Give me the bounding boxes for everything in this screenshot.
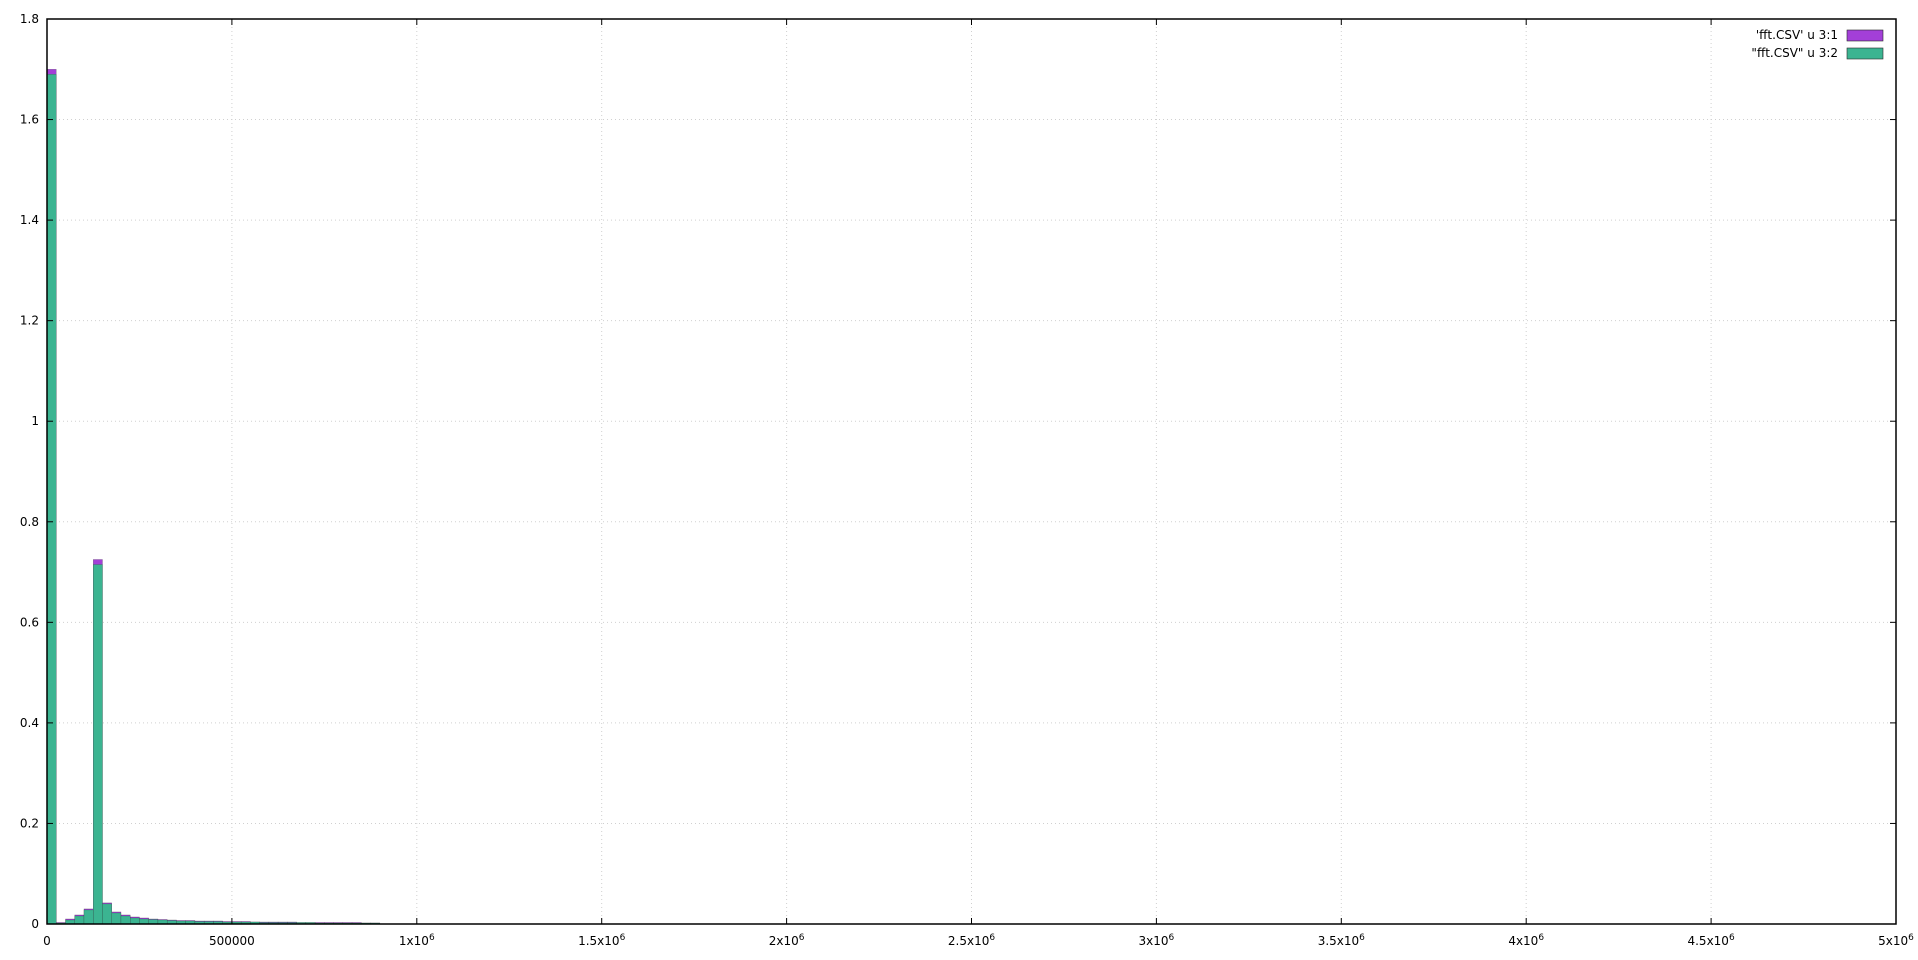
- legend-swatch: [1846, 29, 1884, 42]
- bar-series-2: [139, 918, 149, 925]
- grid-lines: [47, 19, 1896, 924]
- legend: 'fft.CSV' u 3:1 "fft.CSV" u 3:2: [1751, 28, 1884, 60]
- y-tick-label: 0.4: [20, 716, 39, 730]
- y-tick-label: 0.8: [20, 515, 39, 529]
- bar-series-2: [83, 909, 94, 925]
- x-tick-label: 1x106: [399, 933, 435, 948]
- bar-series-2: [102, 903, 112, 925]
- bar-series-2: [120, 915, 131, 925]
- x-tick-label: 500000: [209, 934, 255, 948]
- y-tick-label: 1.4: [20, 213, 39, 227]
- bar-series-2: [74, 915, 85, 925]
- x-tick-label: 3.5x106: [1318, 933, 1365, 948]
- bar-series-2: [130, 917, 140, 925]
- legend-label: 'fft.CSV' u 3:1: [1756, 28, 1838, 42]
- legend-swatch: [1846, 47, 1884, 60]
- x-tick-label: 4.5x106: [1687, 933, 1734, 948]
- x-tick-label: 4x106: [1508, 933, 1544, 948]
- bar-series-2: [93, 564, 103, 925]
- x-tick-label: 0: [43, 934, 51, 948]
- y-tick-label: 1: [31, 414, 39, 428]
- y-tick-label: 1.8: [20, 12, 39, 26]
- y-tick-label: 1.2: [20, 314, 39, 328]
- bar-series-2: [46, 74, 57, 925]
- y-tick-label: 0.6: [20, 615, 39, 629]
- x-tick-label: 2.5x106: [948, 933, 995, 948]
- x-tick-label: 1.5x106: [578, 933, 625, 948]
- x-tick-label: 3x106: [1139, 933, 1175, 948]
- y-tick-label: 1.6: [20, 113, 39, 127]
- x-tick-label: 2x106: [769, 933, 805, 948]
- y-tick-label: 0.2: [20, 816, 39, 830]
- y-tick-label: 0: [31, 917, 39, 931]
- x-tick-label: 5x106: [1878, 933, 1914, 948]
- axis-ticks: 0 0.2 0.4 0.6 0.8 1 1.2 1.4 1.6 1.8 0 500000 1x106 1.…: [20, 12, 1914, 948]
- bar-series-2: [111, 912, 122, 925]
- legend-label: "fft.CSV" u 3:2: [1751, 46, 1838, 60]
